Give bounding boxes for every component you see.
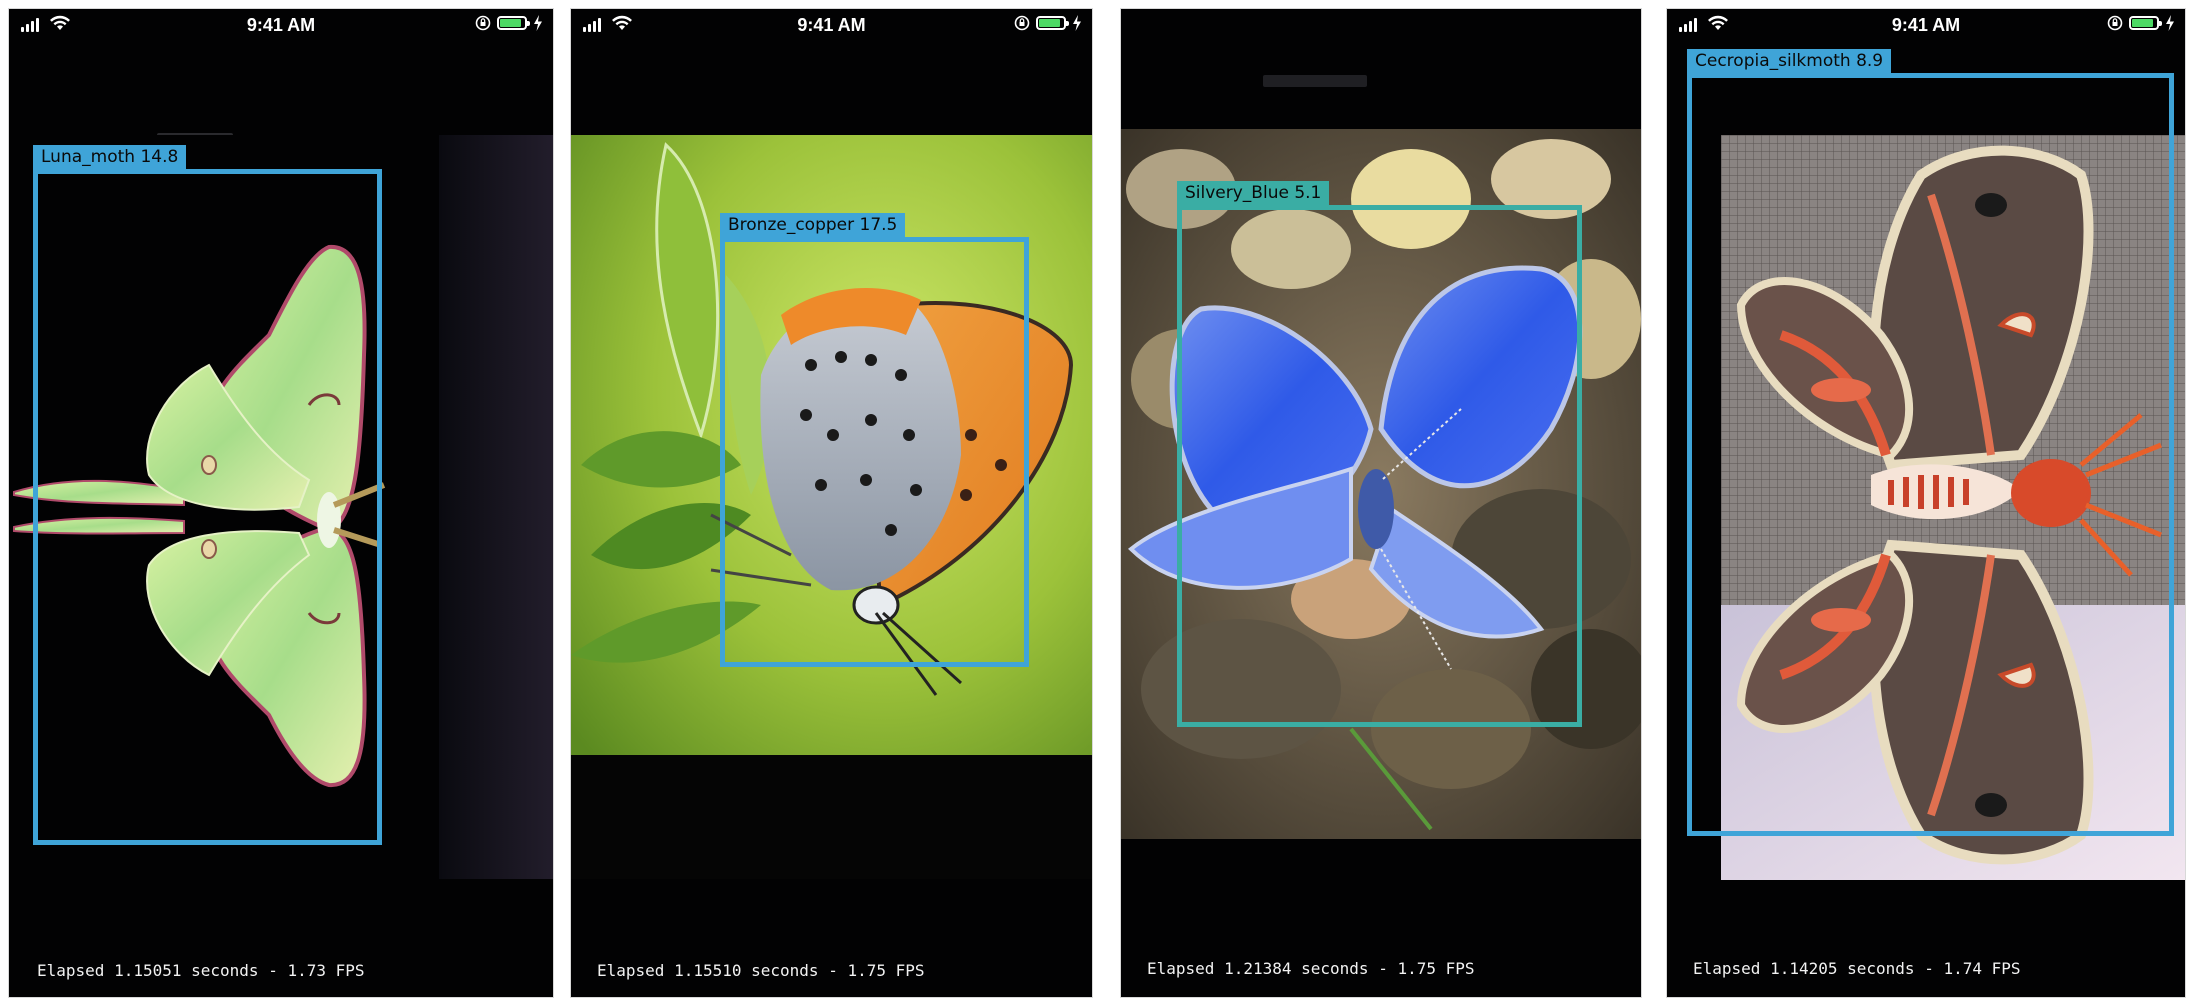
status-bar: 9:41 AM — [571, 9, 1092, 43]
signal-icon — [21, 18, 39, 32]
phone-screen-2: 9:41 AM — [570, 8, 1093, 998]
battery-icon — [1036, 16, 1069, 30]
camera-feed-image — [1721, 135, 2185, 880]
elapsed-timing-text: Elapsed 1.21384 seconds - 1.75 FPS — [1147, 959, 1475, 978]
battery-icon — [497, 16, 530, 30]
detection-bounding-box — [33, 169, 382, 845]
rotation-lock-icon — [1014, 15, 1030, 31]
charging-icon — [533, 15, 543, 31]
detection-label: Silvery_Blue 5.1 — [1177, 181, 1330, 205]
detection-label: Bronze_copper 17.5 — [720, 213, 906, 237]
phone-screen-3: Silvery_Blue 5.1 Elapsed 1.21384 seconds… — [1120, 8, 1642, 998]
signal-icon — [583, 18, 601, 32]
detection-label: Cecropia_silkmoth 8.9 — [1687, 49, 1892, 73]
phone-screen-1: 9:41 AM — [8, 8, 554, 998]
status-bar: 9:41 AM — [9, 9, 553, 43]
rotation-lock-icon — [2107, 15, 2123, 31]
status-bar — [1121, 9, 1641, 43]
elapsed-timing-text: Elapsed 1.15510 seconds - 1.75 FPS — [597, 961, 925, 980]
camera-frame-edge — [1263, 75, 1367, 87]
signal-icon — [1679, 18, 1697, 32]
detection-bounding-box — [1177, 205, 1582, 727]
detection-label: Luna_moth 14.8 — [33, 145, 187, 169]
camera-feed-image — [9, 135, 553, 879]
status-time: 9:41 AM — [797, 15, 866, 35]
elapsed-timing-text: Elapsed 1.15051 seconds - 1.73 FPS — [37, 961, 365, 980]
charging-icon — [2165, 15, 2175, 31]
status-time: 9:41 AM — [246, 15, 316, 35]
status-bar: 9:41 AM — [1667, 9, 2185, 43]
elapsed-timing-text: Elapsed 1.14205 seconds - 1.74 FPS — [1693, 959, 2021, 978]
detection-bounding-box — [1687, 73, 2174, 836]
battery-icon — [2129, 16, 2162, 30]
status-time: 9:41 AM — [1891, 15, 1961, 35]
rotation-lock-icon — [475, 15, 491, 31]
charging-icon — [1072, 15, 1082, 31]
detection-bounding-box — [720, 237, 1029, 667]
phone-screen-4: 9:41 AM — [1666, 8, 2186, 998]
